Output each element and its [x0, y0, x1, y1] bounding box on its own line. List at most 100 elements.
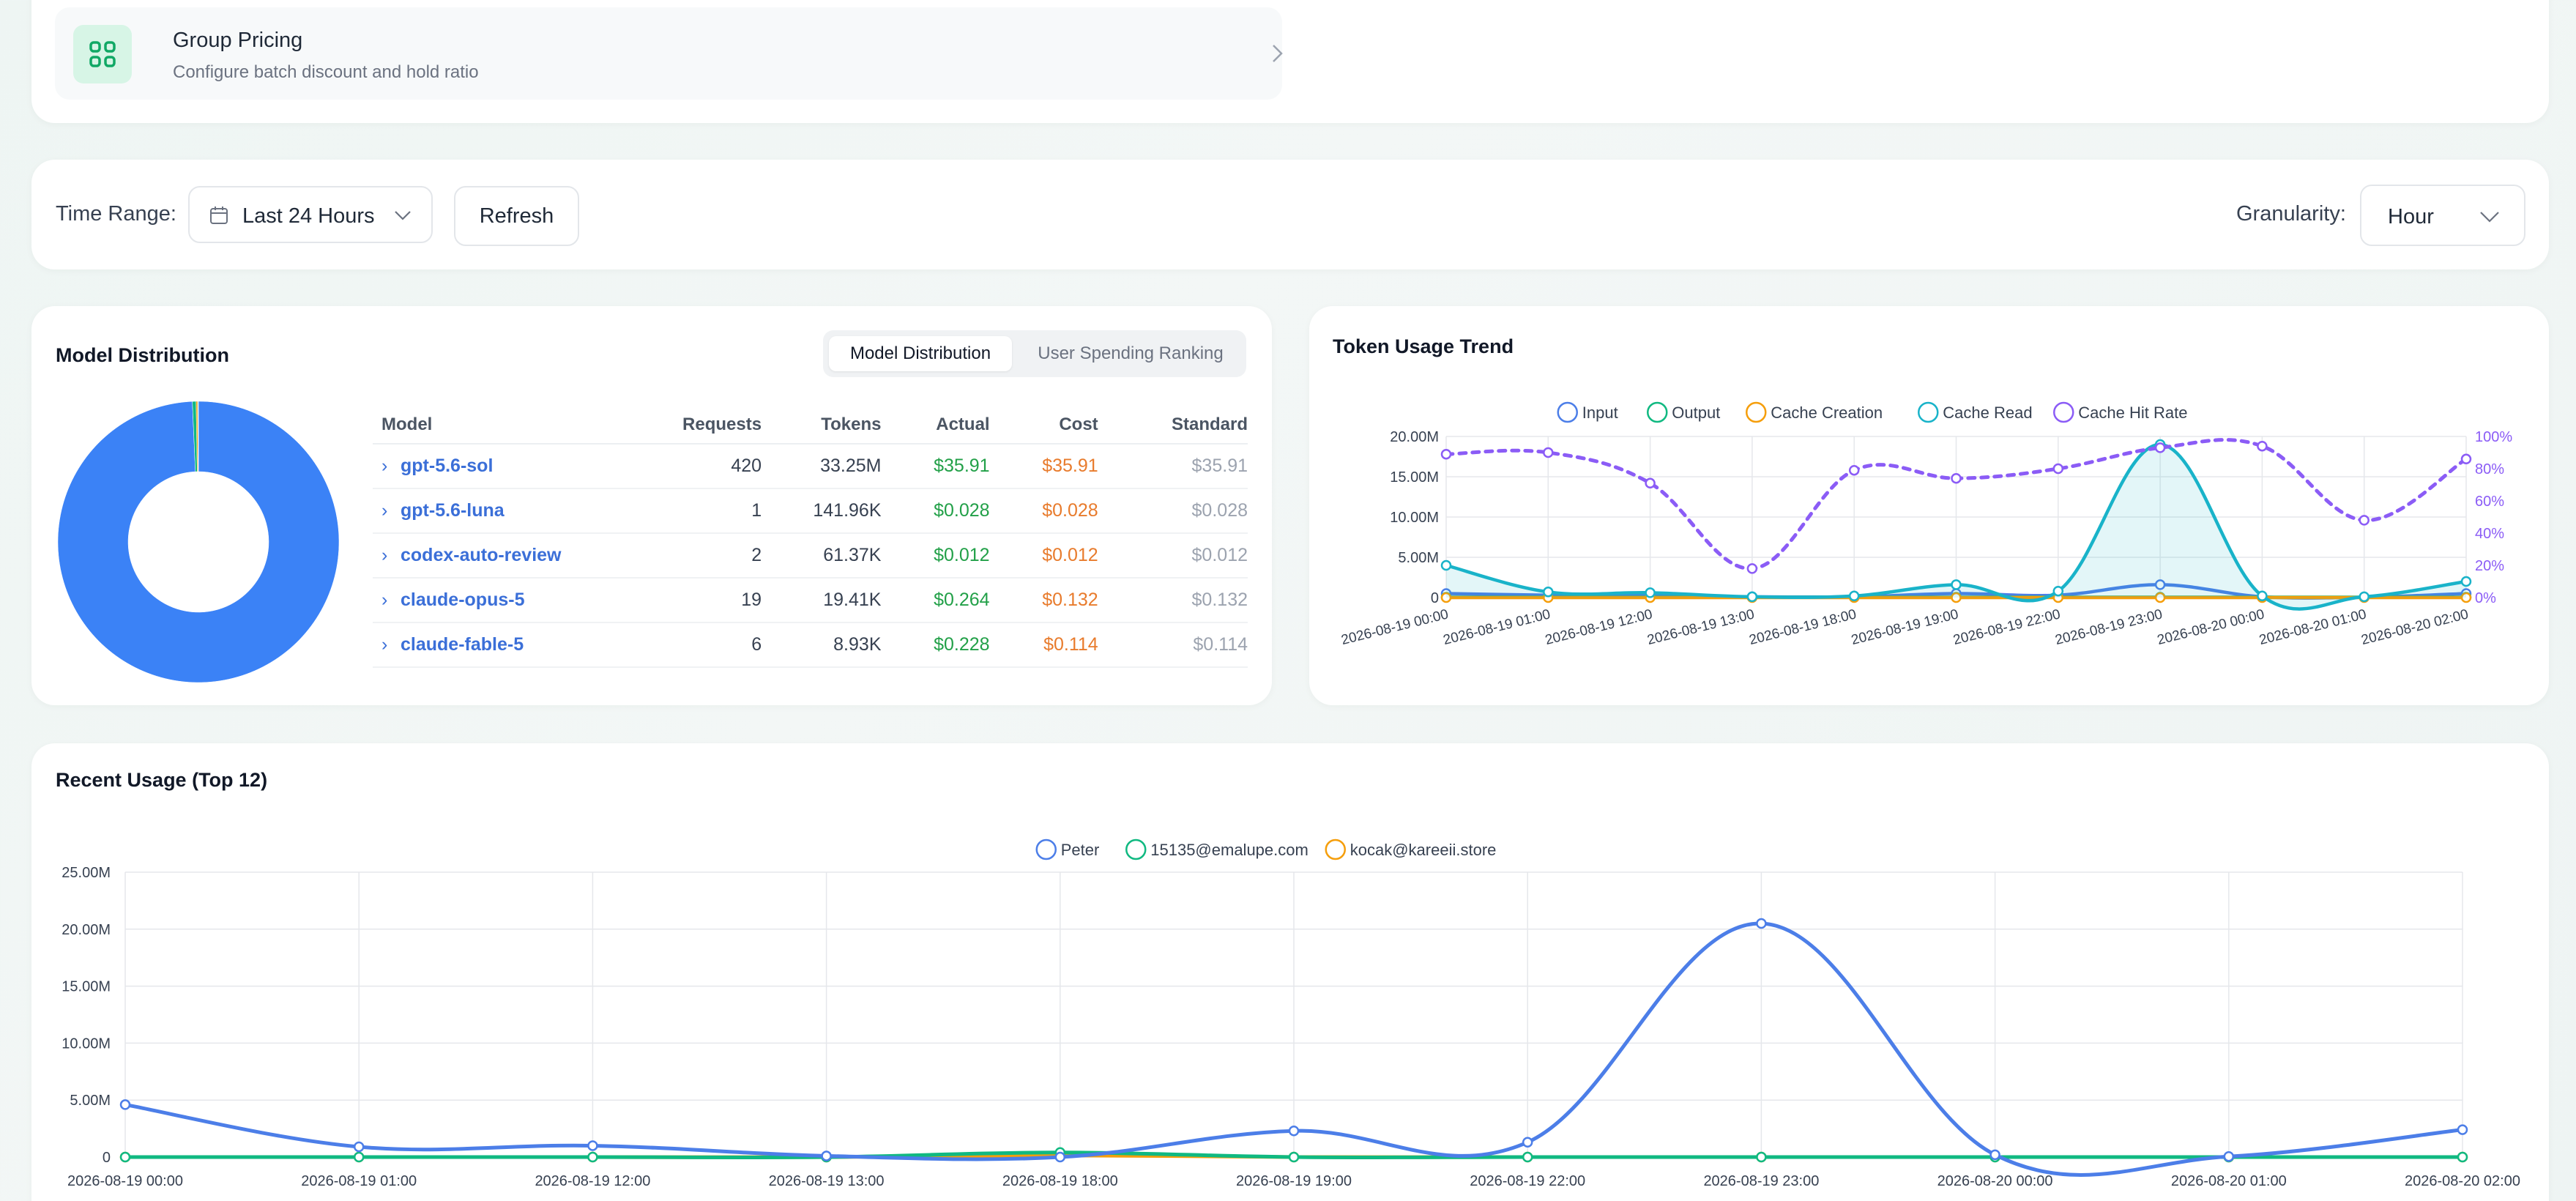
model-name[interactable]: › codex-auto-review — [373, 533, 642, 579]
data-point — [2359, 515, 2370, 526]
token-usage-chart: Input Output Cache Creation Cache Read Cache… — [1340, 401, 2512, 648]
group-pricing-title: Group Pricing — [173, 29, 303, 52]
data-point — [353, 1151, 365, 1163]
legend-label: Cache Hit Rate — [2078, 404, 2187, 422]
data-point — [2257, 590, 2268, 602]
calendar-icon — [210, 207, 228, 224]
table-row[interactable]: › gpt-5.6-luna 1 141.96K $0.028 $0.028 $0… — [373, 488, 1248, 534]
legend-label: 15135@emalupe.com — [1150, 841, 1309, 859]
granularity-label: Granularity: — [2236, 202, 2346, 226]
recent-usage-card: Recent Usage (Top 12) Peter 15135@emalupe… — [31, 743, 2549, 1201]
model-name-text: gpt-5.6-luna — [401, 500, 505, 521]
actual-cell: $0.264 — [881, 578, 990, 623]
data-point — [2052, 463, 2064, 475]
table-row[interactable]: › gpt-5.6-sol 420 33.25M $35.91 $35.91 $3… — [373, 444, 1248, 489]
y-tick-label: 0 — [1431, 590, 1439, 606]
data-point — [1746, 591, 1758, 603]
data-point — [2154, 592, 2166, 603]
y-tick-label: 20.00M — [62, 922, 111, 938]
y2-tick-label: 80% — [2475, 461, 2504, 477]
model-name[interactable]: › gpt-5.6-luna — [373, 488, 642, 534]
col-actual: Actual — [881, 406, 990, 445]
model-distribution-title: Model Distribution — [56, 344, 229, 366]
data-point — [2460, 576, 2472, 587]
col-model: Model — [373, 406, 642, 445]
data-point — [1756, 1151, 1767, 1163]
data-point — [353, 1141, 365, 1153]
model-name[interactable]: › claude-fable-5 — [373, 622, 642, 668]
data-point — [2460, 592, 2472, 603]
cost-cell: $0.132 — [989, 578, 1098, 623]
model-table: Model Requests Tokens Actual Cost Standa… — [373, 406, 1248, 668]
x-tick-label: 2026-08-19 13:00 — [1645, 606, 1756, 648]
legend-marker — [1125, 839, 1147, 860]
y2-tick-label: 100% — [2475, 429, 2512, 445]
data-point — [1756, 918, 1767, 929]
series-line-Peter — [123, 921, 2465, 1177]
group-pricing-item[interactable]: Group Pricing Configure batch discount a… — [55, 7, 1283, 100]
data-point — [1989, 1149, 2000, 1161]
actual-cell: $0.028 — [881, 488, 990, 534]
data-point — [1951, 592, 1962, 603]
cost-cell: $0.114 — [989, 622, 1098, 668]
col-standard: Standard — [1098, 406, 1248, 445]
data-point — [1543, 587, 1554, 598]
group-pricing-subtitle: Configure batch discount and hold ratio — [173, 62, 479, 82]
y-tick-label: 20.00M — [1390, 429, 1439, 445]
table-row[interactable]: › claude-opus-5 19 19.41K $0.264 $0.132 $… — [373, 578, 1248, 623]
y2-tick-label: 20% — [2475, 558, 2504, 574]
chevron-right-icon: › — [381, 634, 388, 655]
legend-marker — [1325, 839, 1346, 860]
tokens-cell: 19.41K — [762, 578, 882, 623]
x-tick-label: 2026-08-19 19:00 — [1850, 606, 1960, 648]
standard-cell: $0.028 — [1098, 488, 1248, 534]
legend-label: Input — [1582, 404, 1618, 422]
cost-cell: $35.91 — [989, 444, 1098, 489]
y2-tick-label: 40% — [2475, 526, 2504, 542]
x-tick-label: 2026-08-19 18:00 — [1002, 1173, 1118, 1189]
series-area-Cache Read — [1446, 444, 2466, 609]
legend-label: Cache Read — [1943, 404, 2032, 422]
data-point — [2052, 585, 2064, 597]
col-cost: Cost — [989, 406, 1098, 445]
data-point — [1848, 590, 1860, 602]
chevron-right-icon: › — [381, 456, 388, 476]
chart-grid — [1445, 436, 2467, 598]
recent-usage-title: Recent Usage (Top 12) — [56, 769, 268, 791]
data-point — [1440, 559, 1452, 571]
x-tick-label: 2026-08-19 13:00 — [769, 1173, 885, 1189]
data-point — [1522, 1151, 1533, 1163]
model-name[interactable]: › gpt-5.6-sol — [373, 444, 642, 489]
x-tick-label: 2026-08-19 12:00 — [535, 1173, 650, 1189]
data-point — [1645, 587, 1656, 598]
time-range-label: Time Range: — [56, 202, 176, 226]
y-tick-label: 10.00M — [62, 1035, 111, 1052]
data-point — [1951, 472, 1962, 484]
tokens-cell: 141.96K — [762, 488, 882, 534]
table-row[interactable]: › codex-auto-review 2 61.37K $0.012 $0.01… — [373, 533, 1248, 579]
data-point — [1054, 1151, 1066, 1163]
time-range-value: Last 24 Hours — [242, 204, 375, 228]
data-point — [821, 1150, 832, 1161]
legend-marker — [1035, 839, 1057, 860]
time-range-select[interactable]: Last 24 Hours — [188, 186, 433, 243]
table-header-row: Model Requests Tokens Actual Cost Standa… — [373, 406, 1248, 445]
y2-tick-label: 60% — [2475, 494, 2504, 510]
data-point — [2359, 591, 2370, 603]
tab-model-distribution[interactable]: Model Distribution — [829, 336, 1012, 371]
tab-user-spending-ranking[interactable]: User Spending Ranking — [1038, 343, 1224, 363]
col-tokens: Tokens — [762, 406, 882, 445]
data-point — [1288, 1125, 1300, 1137]
data-point — [2223, 1150, 2235, 1162]
refresh-button[interactable]: Refresh — [454, 186, 579, 246]
model-name[interactable]: › claude-opus-5 — [373, 578, 642, 623]
data-point — [2154, 579, 2166, 590]
x-tick-label: 2026-08-20 00:00 — [2156, 606, 2266, 648]
series-line-Cache Read — [1444, 442, 2468, 611]
data-point — [587, 1140, 598, 1151]
grid-icon — [73, 25, 132, 83]
data-point — [2460, 453, 2472, 465]
model-donut-chart — [57, 401, 340, 683]
granularity-select[interactable]: Hour — [2360, 185, 2525, 246]
table-row[interactable]: › claude-fable-5 6 8.93K $0.228 $0.114 $0… — [373, 622, 1248, 668]
